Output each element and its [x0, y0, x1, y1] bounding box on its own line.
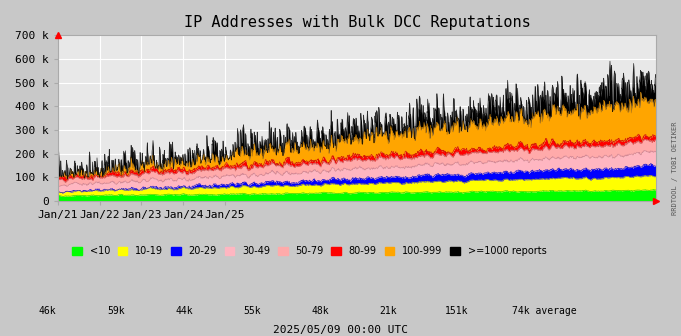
- Text: 2025/05/09 00:00 UTC: 2025/05/09 00:00 UTC: [273, 325, 408, 335]
- Text: 55k: 55k: [243, 306, 261, 316]
- Text: 74k average: 74k average: [513, 306, 577, 316]
- Text: 44k: 44k: [175, 306, 193, 316]
- Legend: <10, 10-19, 20-29, 30-49, 50-79, 80-99, 100-999, >=1000 reports: <10, 10-19, 20-29, 30-49, 50-79, 80-99, …: [68, 243, 550, 260]
- Text: 21k: 21k: [379, 306, 397, 316]
- Text: 46k: 46k: [39, 306, 57, 316]
- Text: RRDTOOL / TOBI OETIKER: RRDTOOL / TOBI OETIKER: [671, 121, 678, 215]
- Text: 151k: 151k: [445, 306, 468, 316]
- Title: IP Addresses with Bulk DCC Reputations: IP Addresses with Bulk DCC Reputations: [184, 15, 530, 30]
- Text: 48k: 48k: [311, 306, 329, 316]
- Text: 59k: 59k: [107, 306, 125, 316]
